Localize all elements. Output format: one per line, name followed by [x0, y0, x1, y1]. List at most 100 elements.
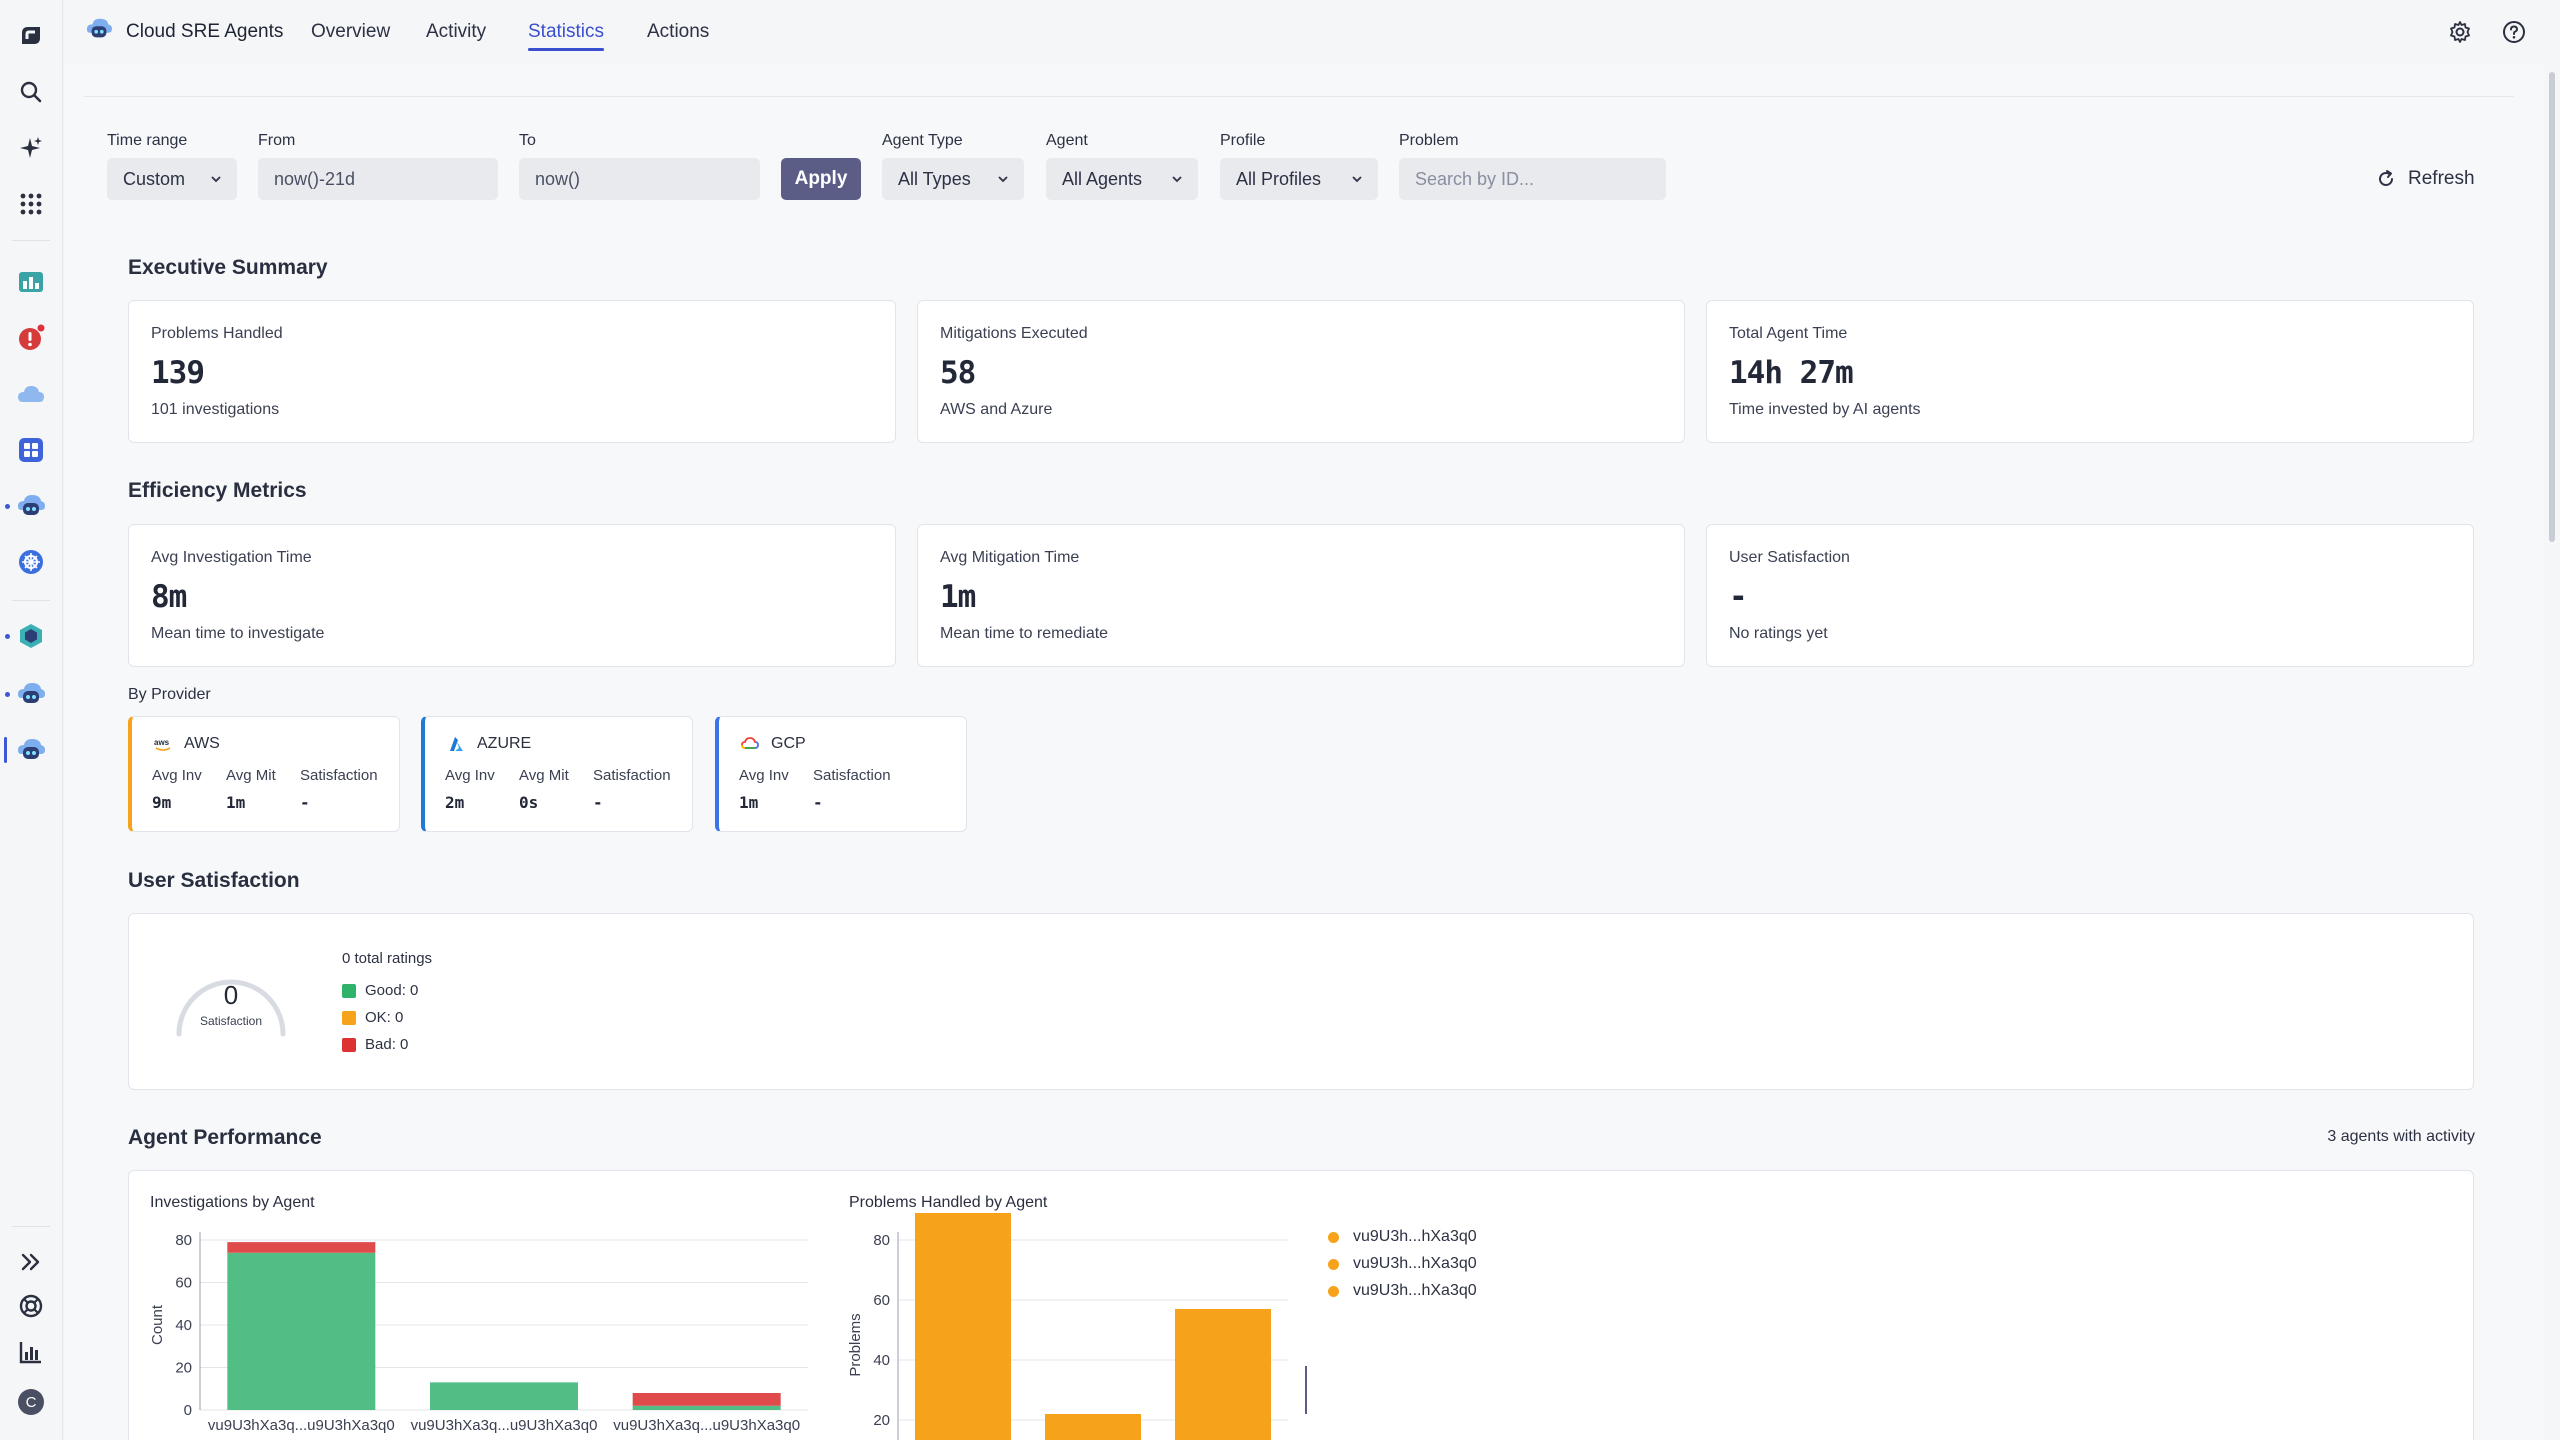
from-input[interactable]: now()-21d [258, 158, 498, 200]
gauge-label: Satisfaction [199, 1014, 263, 1028]
tab-statistics[interactable]: Statistics [502, 0, 630, 64]
kubernetes-icon[interactable] [15, 546, 47, 578]
agent-select[interactable]: All Agents [1046, 158, 1198, 200]
cloud-icon[interactable] [15, 378, 47, 410]
y-tick-label: 40 [873, 1352, 890, 1369]
gear-icon[interactable] [2446, 18, 2474, 46]
tab-actions[interactable]: Actions [647, 21, 710, 42]
refresh-button[interactable]: Refresh [2376, 158, 2475, 200]
legend-swatch [342, 1037, 356, 1052]
user-satisfaction-panel: 0 Satisfaction 0 total ratings Good: 0 O… [128, 913, 2474, 1090]
chart-cursor-marker [1305, 1366, 1307, 1414]
agent-legend-item[interactable]: vu9U3h...hXa3q0 [1328, 1255, 1477, 1273]
apps-grid-icon[interactable] [15, 188, 47, 220]
profile-value: All Profiles [1236, 168, 1322, 189]
provider-card-azure: AZURE Avg Inv Avg Mit Satisfaction 2m 0s… [421, 716, 693, 832]
time-range-select[interactable]: Custom [107, 158, 237, 200]
y-tick-label: 0 [184, 1402, 192, 1419]
time-range-label: Time range [107, 132, 188, 149]
profile-label: Profile [1220, 132, 1266, 149]
help-icon[interactable] [2500, 18, 2528, 46]
investigations-chart-title: Investigations by Agent [150, 1194, 315, 1211]
aws-logo-icon: aws [154, 738, 171, 751]
scrollbar-thumb[interactable] [2549, 72, 2555, 542]
problems-icon[interactable] [15, 322, 47, 354]
app-title-text: Cloud SRE Agents [126, 21, 284, 42]
y-tick-label: 20 [873, 1412, 890, 1429]
agent-performance-panel [128, 1170, 2474, 1440]
legend-dot [1328, 1285, 1339, 1297]
card-subtext: Time invested by AI agents [1729, 401, 1921, 418]
legend-swatch [342, 983, 356, 998]
agent-legend-label: vu9U3h...hXa3q0 [1353, 1282, 1477, 1299]
avg-investigation-time-card: Avg Investigation Time 8m Mean time to i… [128, 524, 896, 667]
tab-overview[interactable]: Overview [311, 21, 391, 42]
gauge-value: 0 [223, 980, 239, 1010]
legend-swatch [342, 1010, 356, 1025]
dashboard-icon[interactable] [15, 266, 47, 298]
user-avatar[interactable]: C [15, 1386, 47, 1418]
provider-value: - [300, 793, 310, 812]
expand-icon[interactable] [15, 1246, 47, 1278]
total-agent-time-card: Total Agent Time 14h 27m Time invested b… [1706, 300, 2474, 443]
card-value: - [1729, 579, 1748, 615]
provider-value: 1m [739, 793, 759, 812]
legend-ok: OK: 0 [342, 1009, 403, 1026]
avg-mitigation-time-card: Avg Mitigation Time 1m Mean time to reme… [917, 524, 1685, 667]
x-tick-label: vu9U3hXa3q...u9U3hXa3q0 [613, 1417, 800, 1434]
provider-value: 1m [226, 793, 246, 812]
problems-by-agent-chart: 20 40 60 80 Problems [847, 1213, 1288, 1440]
provider-col-label: Avg Inv [445, 767, 495, 784]
provider-name: AWS [184, 735, 220, 752]
hex-app-icon[interactable] [15, 620, 47, 652]
legend-label: Bad: 0 [365, 1036, 409, 1053]
y-axis-label: Count [149, 1304, 166, 1345]
agent-icon[interactable] [15, 734, 47, 766]
sparkle-icon[interactable] [15, 132, 47, 164]
provider-col-label: Satisfaction [300, 767, 378, 784]
app-logo-icon[interactable] [15, 20, 47, 52]
profile-select[interactable]: All Profiles [1220, 158, 1378, 200]
problems-chart-title: Problems Handled by Agent [849, 1194, 1048, 1211]
bar [632, 1405, 781, 1410]
scrollbar-track[interactable] [2544, 64, 2560, 1440]
y-tick-label: 60 [175, 1275, 192, 1292]
agent-icon[interactable] [15, 678, 47, 710]
gcp-logo-icon [741, 737, 759, 749]
card-label: Avg Mitigation Time [940, 549, 1080, 566]
apply-button[interactable]: Apply [781, 158, 861, 200]
mitigations-executed-card: Mitigations Executed 58 AWS and Azure [917, 300, 1685, 443]
to-input[interactable]: now() [519, 158, 760, 200]
agent-legend-item[interactable]: vu9U3h...hXa3q0 [1328, 1228, 1477, 1246]
help-ring-icon[interactable] [15, 1290, 47, 1322]
y-tick-label: 60 [873, 1292, 890, 1309]
provider-value: 0s [519, 793, 539, 812]
tab-activity[interactable]: Activity [426, 21, 487, 42]
chart-icon[interactable] [15, 1336, 47, 1368]
card-value: 1m [940, 579, 976, 615]
y-tick-label: 80 [873, 1232, 890, 1249]
card-label: User Satisfaction [1729, 549, 1850, 566]
card-label: Mitigations Executed [940, 325, 1088, 342]
agent-type-select[interactable]: All Types [882, 158, 1024, 200]
top-navigation-bar: Cloud SRE Agents Overview Activity Stati… [64, 0, 2560, 64]
agent-legend-label: vu9U3h...hXa3q0 [1353, 1228, 1477, 1245]
card-label: Problems Handled [151, 325, 283, 342]
bar [1045, 1414, 1141, 1440]
provider-col-label: Satisfaction [593, 767, 671, 784]
agents-activity-summary: 3 agents with activity [2327, 1128, 2475, 1145]
search-icon[interactable] [15, 76, 47, 108]
agent-legend-item[interactable]: vu9U3h...hXa3q0 [1328, 1282, 1477, 1300]
grid-app-icon[interactable] [15, 434, 47, 466]
provider-card-gcp: GCP Avg Inv Satisfaction 1m - [715, 716, 967, 832]
legend-good: Good: 0 [342, 982, 418, 999]
azure-logo-icon [450, 737, 463, 751]
agent-icon[interactable] [15, 490, 47, 522]
app-title[interactable]: Cloud SRE Agents [84, 0, 283, 64]
chevron-down-icon [1172, 176, 1182, 183]
bar [915, 1213, 1011, 1440]
from-value: now()-21d [274, 168, 356, 189]
problem-search-input[interactable]: Search by ID... [1399, 158, 1666, 200]
x-tick-label: vu9U3hXa3q...u9U3hXa3q0 [411, 1417, 598, 1434]
agent-legend-label: vu9U3h...hXa3q0 [1353, 1255, 1477, 1272]
